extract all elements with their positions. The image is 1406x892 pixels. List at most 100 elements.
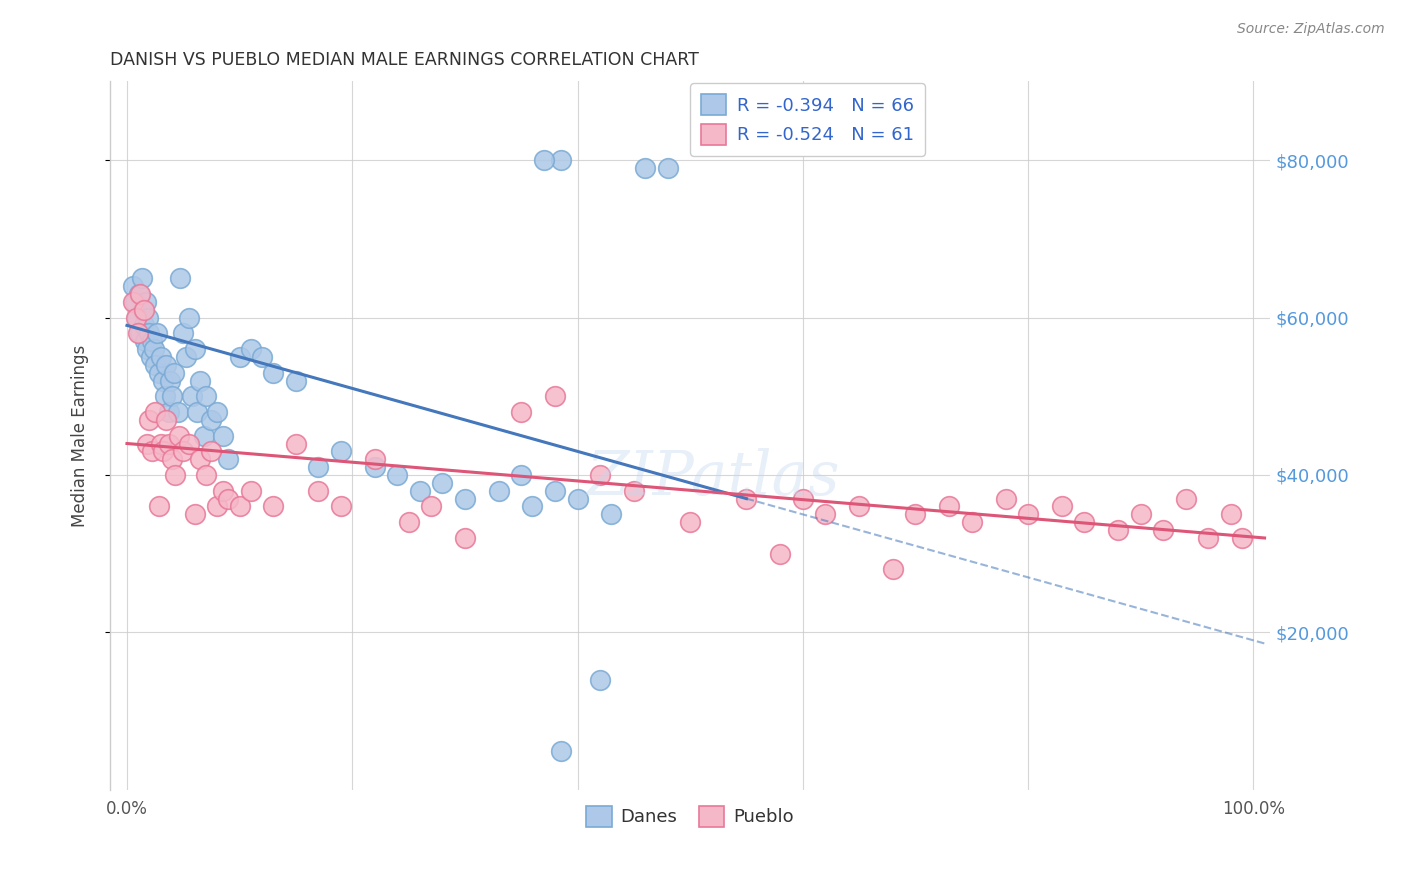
Point <box>155 358 177 372</box>
Point <box>522 500 544 514</box>
Point <box>194 389 217 403</box>
Point <box>134 334 156 348</box>
Point <box>1129 508 1152 522</box>
Point <box>550 743 572 757</box>
Point <box>330 500 353 514</box>
Point <box>409 483 432 498</box>
Point <box>141 444 163 458</box>
Point <box>143 405 166 419</box>
Point <box>121 279 143 293</box>
Point <box>205 405 228 419</box>
Point <box>127 326 149 341</box>
Point <box>135 294 157 309</box>
Point <box>177 310 200 325</box>
Point <box>149 350 172 364</box>
Point <box>157 405 180 419</box>
Text: DANISH VS PUEBLO MEDIAN MALE EARNINGS CORRELATION CHART: DANISH VS PUEBLO MEDIAN MALE EARNINGS CO… <box>110 51 699 69</box>
Text: ZIPatlas: ZIPatlas <box>586 448 841 508</box>
Point <box>533 153 555 167</box>
Point <box>217 452 239 467</box>
Point <box>138 310 160 325</box>
Point <box>128 287 150 301</box>
Point <box>550 153 572 167</box>
Point <box>188 452 211 467</box>
Point <box>284 374 307 388</box>
Point <box>657 161 679 175</box>
Point <box>193 428 215 442</box>
Point <box>155 413 177 427</box>
Point <box>623 483 645 498</box>
Point <box>600 508 623 522</box>
Point <box>567 491 589 506</box>
Point <box>454 531 477 545</box>
Point <box>152 374 174 388</box>
Point <box>228 350 250 364</box>
Point <box>148 366 170 380</box>
Point <box>138 413 160 427</box>
Point <box>1230 531 1253 545</box>
Point <box>510 405 533 419</box>
Point <box>364 452 387 467</box>
Point <box>1050 500 1073 514</box>
Point <box>1219 508 1241 522</box>
Legend: Danes, Pueblo: Danes, Pueblo <box>579 798 801 834</box>
Point <box>589 468 612 483</box>
Point <box>155 389 177 403</box>
Point <box>183 342 205 356</box>
Point <box>454 491 477 506</box>
Point <box>143 358 166 372</box>
Point <box>148 500 170 514</box>
Point <box>159 374 181 388</box>
Point <box>166 405 188 419</box>
Point <box>250 350 273 364</box>
Point <box>589 673 612 687</box>
Point <box>544 483 567 498</box>
Point <box>149 436 172 450</box>
Point <box>994 491 1017 506</box>
Point <box>228 500 250 514</box>
Point <box>124 294 146 309</box>
Point <box>544 389 567 403</box>
Point <box>146 326 169 341</box>
Point <box>239 483 262 498</box>
Point <box>735 491 758 506</box>
Point <box>307 483 329 498</box>
Point <box>848 500 870 514</box>
Point <box>169 271 191 285</box>
Point <box>1107 523 1129 537</box>
Point <box>239 342 262 356</box>
Point <box>262 366 284 380</box>
Point <box>1017 508 1039 522</box>
Point <box>307 460 329 475</box>
Point <box>125 310 148 325</box>
Point <box>157 436 180 450</box>
Point <box>160 452 183 467</box>
Point <box>284 436 307 450</box>
Point <box>121 294 143 309</box>
Point <box>188 374 211 388</box>
Point <box>904 508 927 522</box>
Point <box>432 475 454 490</box>
Point <box>398 515 420 529</box>
Point <box>132 302 155 317</box>
Point <box>387 468 409 483</box>
Point <box>165 468 187 483</box>
Point <box>217 491 239 506</box>
Point <box>364 460 387 475</box>
Point <box>211 483 233 498</box>
Point <box>177 436 200 450</box>
Point <box>200 413 222 427</box>
Point <box>139 350 162 364</box>
Point <box>194 468 217 483</box>
Point <box>136 436 159 450</box>
Point <box>200 444 222 458</box>
Point <box>882 562 904 576</box>
Point <box>167 428 190 442</box>
Point <box>152 444 174 458</box>
Point <box>205 500 228 514</box>
Y-axis label: Median Male Earnings: Median Male Earnings <box>72 344 89 527</box>
Point <box>420 500 443 514</box>
Point <box>163 366 186 380</box>
Point <box>127 310 149 325</box>
Point <box>679 515 702 529</box>
